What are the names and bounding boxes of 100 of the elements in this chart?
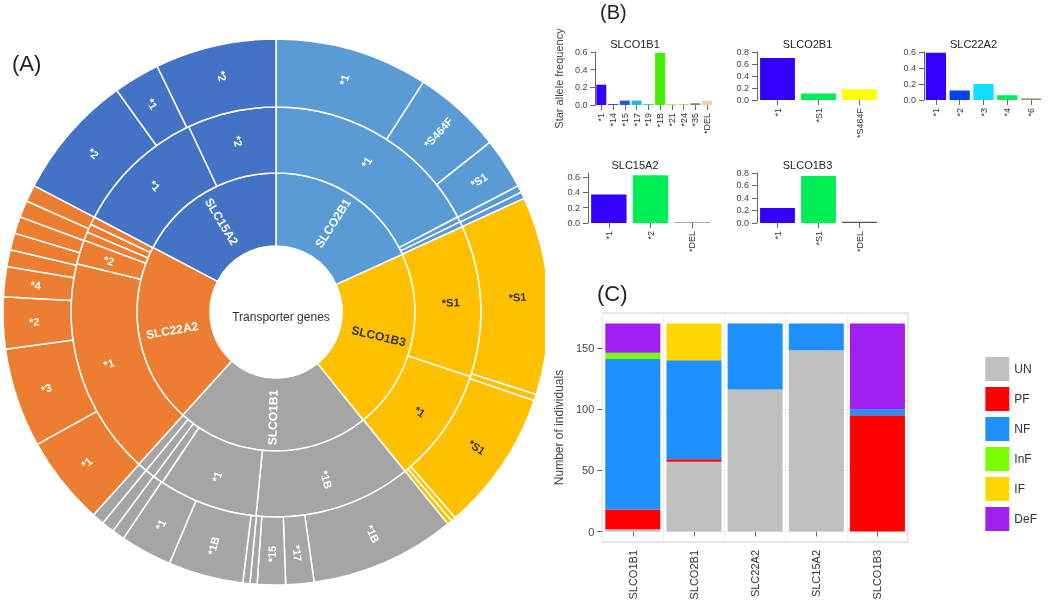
y-tick-label: 0.0 xyxy=(736,95,749,105)
bar xyxy=(605,323,661,353)
bar xyxy=(849,323,905,410)
y-tick-label: 0.6 xyxy=(903,47,916,57)
bar xyxy=(655,52,666,105)
bar xyxy=(631,100,642,105)
legend-label: IF xyxy=(1014,482,1025,496)
chart-title: SLCO1B3 xyxy=(782,158,833,171)
y-axis-title: Star allele frequency xyxy=(552,27,565,129)
y-tick-label: 0.0 xyxy=(567,217,580,228)
x-tick-label: SLCO1B3 xyxy=(871,550,884,600)
slice-label: *S1 xyxy=(466,437,488,458)
x-tick-label: *1 xyxy=(772,108,783,117)
y-tick-label: 0.6 xyxy=(567,171,580,182)
legend-label: NF xyxy=(1014,422,1031,436)
y-tick-label: 0.0 xyxy=(574,100,588,110)
bar xyxy=(842,89,877,100)
slice-label: *1 xyxy=(152,517,169,533)
bar xyxy=(605,358,661,510)
x-tick-label: SLC22A2 xyxy=(749,550,762,598)
bar xyxy=(666,323,722,361)
y-tick-label: 0.6 xyxy=(574,47,588,57)
y-tick-label: 0.2 xyxy=(736,83,749,93)
y-axis-title: Number of individuals xyxy=(552,369,566,486)
bar xyxy=(632,175,669,223)
text: Transporter genes xyxy=(232,310,330,324)
x-tick-label: *21 xyxy=(666,113,677,127)
legend-label: PF xyxy=(1014,392,1030,406)
x-tick-label: *35 xyxy=(690,113,701,127)
bar xyxy=(605,352,661,359)
bar xyxy=(760,58,795,100)
x-tick-label: *DEL xyxy=(854,230,865,253)
slice-label: *1 xyxy=(209,469,225,484)
legend-label: InF xyxy=(1014,452,1032,466)
bar xyxy=(591,194,627,223)
slice-label: *1B xyxy=(317,469,335,491)
legend-label: UN xyxy=(1014,362,1032,376)
x-tick-label: SLCO1B1 xyxy=(626,550,639,600)
y-tick-label: 0.0 xyxy=(736,217,749,228)
y-tick-label: 0.2 xyxy=(574,82,588,93)
y-tick-label: 0.0 xyxy=(903,95,916,105)
x-tick-label: *S1 xyxy=(813,230,824,246)
x-tick-label: *S464F xyxy=(854,107,865,139)
y-tick-label: 150 xyxy=(575,341,595,354)
x-tick-label: *6 xyxy=(1026,108,1037,117)
y-tick-label: 0 xyxy=(588,525,595,538)
x-tick-label: *1 xyxy=(772,230,783,240)
y-tick-label: 0.8 xyxy=(736,168,749,178)
slice-label: *S1 xyxy=(441,296,460,310)
slice-label: *1 xyxy=(412,403,428,420)
y-tick-label: 0.4 xyxy=(736,192,749,203)
slice-label: *4 xyxy=(29,278,43,292)
x-tick-label: *2 xyxy=(645,230,656,240)
y-tick-label: 0.8 xyxy=(736,47,749,57)
slice-label: *1 xyxy=(336,73,352,87)
bar xyxy=(801,93,836,100)
slice-label: *1B xyxy=(363,523,382,545)
x-tick-label: *17 xyxy=(631,113,642,127)
slice-label: *2 xyxy=(101,253,116,268)
bar xyxy=(666,360,722,460)
chart-title: SLCO1B1 xyxy=(610,37,660,50)
y-tick-label: 0.2 xyxy=(567,202,580,213)
bar xyxy=(666,459,722,462)
slice-label: *2 xyxy=(230,134,245,148)
slice-label: SLC22A2 xyxy=(144,318,200,342)
x-tick-label: *14 xyxy=(608,113,619,127)
x-tick-label: SLCO2B1 xyxy=(687,550,700,600)
slice-label: *S1 xyxy=(508,290,527,304)
y-tick-label: 0.2 xyxy=(736,205,749,216)
bar xyxy=(788,350,844,532)
chart-title: SLC22A2 xyxy=(949,37,998,50)
slice-label: *2 xyxy=(28,315,40,328)
text: (B) xyxy=(600,1,627,23)
x-tick-label: *4 xyxy=(1002,108,1013,117)
y-tick-label: 0.4 xyxy=(567,187,580,198)
x-tick-label: *1 xyxy=(930,108,941,117)
x-tick-label: *DEL xyxy=(702,113,713,135)
x-tick-label: *3 xyxy=(978,108,989,117)
x-tick-label: *24 xyxy=(678,113,689,127)
slice-label: *1 xyxy=(146,177,163,194)
bar xyxy=(997,95,1018,100)
legend-label: DeF xyxy=(1014,512,1037,526)
x-tick-label: SLC15A2 xyxy=(810,550,823,598)
chart-title: SLC15A2 xyxy=(611,158,659,171)
slice-label: *1B xyxy=(205,535,222,557)
slice-label: *1 xyxy=(102,356,116,371)
slice-label: *2 xyxy=(214,69,229,83)
slice-label: SLCO1B3 xyxy=(350,323,408,350)
x-tick-label: *15 xyxy=(619,113,630,127)
bar xyxy=(949,90,970,100)
bar xyxy=(619,100,630,105)
y-tick-label: 50 xyxy=(582,464,595,477)
slice-label: *1 xyxy=(78,454,95,471)
slice-label: *2 xyxy=(85,145,102,162)
x-tick-label: *1 xyxy=(603,230,614,240)
bar xyxy=(801,176,836,223)
bar xyxy=(666,461,722,532)
bar xyxy=(605,509,661,530)
bar xyxy=(596,84,607,105)
y-tick-label: 0.4 xyxy=(574,64,588,75)
